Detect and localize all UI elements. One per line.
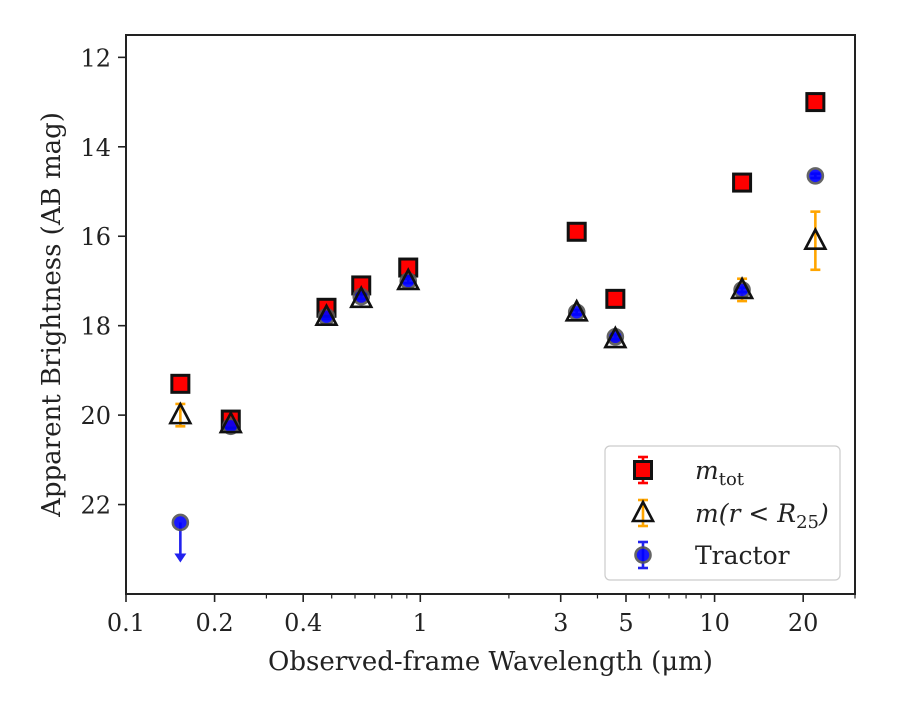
x-tick-label: 5 [618,609,633,637]
y-tick-label: 14 [80,134,111,162]
y-tick-label: 22 [80,492,111,520]
x-tick-label: 10 [699,609,730,637]
marker-layer [168,92,828,532]
mr25-point [803,226,828,251]
mtot-point [732,172,753,193]
legend-box [604,445,841,581]
y-axis-label: Apparent Brightness (AB mag) [37,112,67,518]
axes-frame [125,34,856,595]
x-tick-label: 20 [788,609,819,637]
mr25-point [603,325,628,349]
mr25-point [564,298,589,322]
legend-mr25-label: m(r < R25) [695,499,829,533]
x-tick-label: 1 [413,609,428,637]
mtot-point [605,288,626,309]
y-tick-label: 16 [80,223,111,251]
mtot-point [170,373,191,394]
tick-layer: 0.1 0.2 0.4 1 3 5 10 20 12 14 16 18 20 22 [80,44,856,637]
x-axis-label: Observed-frame Wavelength (μm) [268,647,713,677]
x-tick-label: 0.4 [284,609,322,637]
mr25-point [218,410,243,434]
mr25-point [396,267,421,291]
y-tick-label: 18 [80,313,111,341]
mr25-point [349,285,374,309]
y-tick-label: 20 [80,402,111,430]
legend-tractor-label: Tractor [695,541,790,570]
mr25-point [729,276,755,300]
x-tick-label: 0.1 [107,609,145,637]
legend-mr25-marker [630,499,656,523]
legend-mtot-label: mtot [695,456,745,490]
legend: mtot m(r < R25) Tractor [604,445,841,581]
mr25-point [314,302,339,327]
x-tick-label: 3 [553,609,568,637]
tractor-point [171,513,190,532]
mtot-point [805,92,826,113]
x-tick-label: 0.2 [196,609,234,637]
mtot-point [566,221,587,242]
tractor-point [806,167,825,185]
y-tick-label: 12 [80,44,111,72]
legend-tractor-marker [634,546,652,564]
legend-mtot-marker [633,460,653,480]
tractor-upper-limit-arrowhead [174,553,187,563]
mr25-point [168,401,193,425]
